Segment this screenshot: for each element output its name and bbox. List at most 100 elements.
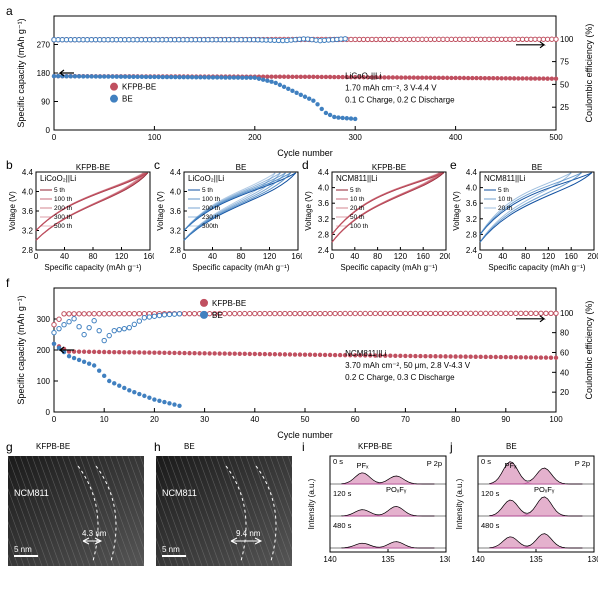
- svg-text:Specific capacity (mAh g⁻¹): Specific capacity (mAh g⁻¹): [16, 295, 26, 404]
- svg-text:300th: 300th: [202, 223, 219, 230]
- svg-text:4.0: 4.0: [466, 184, 478, 193]
- svg-text:4.4: 4.4: [22, 168, 34, 177]
- svg-text:3.6: 3.6: [318, 199, 330, 208]
- svg-text:5 th: 5 th: [54, 187, 65, 194]
- svg-text:160: 160: [565, 252, 579, 261]
- svg-text:Specific capacity (mAh g⁻¹): Specific capacity (mAh g⁻¹): [340, 263, 437, 272]
- svg-text:4.0: 4.0: [170, 188, 182, 197]
- svg-text:5 th: 5 th: [202, 187, 213, 194]
- svg-text:BE: BE: [122, 95, 133, 104]
- svg-text:1.70 mAh cm⁻², 3 V-4.4 V: 1.70 mAh cm⁻², 3 V-4.4 V: [345, 84, 437, 93]
- svg-text:200 th: 200 th: [202, 205, 220, 212]
- svg-text:90: 90: [41, 98, 50, 107]
- svg-text:Specific capacity (mAh g⁻¹): Specific capacity (mAh g⁻¹): [488, 263, 585, 272]
- svg-text:300 th: 300 th: [54, 214, 72, 221]
- svg-text:10 th: 10 th: [350, 196, 365, 203]
- svg-text:70: 70: [401, 415, 410, 424]
- panel-a-chart: 0100200300400500Cycle number090180270Spe…: [10, 10, 600, 158]
- svg-text:40: 40: [208, 252, 217, 261]
- svg-text:400: 400: [449, 133, 463, 142]
- svg-text:80: 80: [373, 252, 382, 261]
- svg-text:20 th: 20 th: [350, 205, 365, 212]
- svg-text:75: 75: [560, 58, 569, 67]
- svg-text:3.2: 3.2: [466, 215, 478, 224]
- svg-text:Intensity (a.u.): Intensity (a.u.): [455, 478, 464, 529]
- svg-text:120 s: 120 s: [333, 489, 352, 498]
- svg-text:0 s: 0 s: [481, 457, 491, 466]
- svg-text:300: 300: [349, 133, 363, 142]
- svg-text:20: 20: [150, 415, 159, 424]
- svg-text:2.8: 2.8: [318, 230, 330, 239]
- svg-text:Voltage (V): Voltage (V): [156, 191, 165, 231]
- svg-text:40: 40: [498, 252, 507, 261]
- svg-text:0: 0: [182, 252, 187, 261]
- svg-text:20: 20: [560, 388, 569, 397]
- svg-text:2.8: 2.8: [466, 230, 478, 239]
- svg-text:100: 100: [549, 415, 563, 424]
- svg-text:3.6: 3.6: [170, 207, 182, 216]
- svg-text:KFPB-BE: KFPB-BE: [212, 299, 246, 308]
- svg-text:3.2: 3.2: [22, 227, 34, 236]
- svg-text:270: 270: [37, 41, 51, 50]
- svg-text:25: 25: [560, 103, 569, 112]
- svg-text:200 th: 200 th: [54, 205, 72, 212]
- svg-text:130: 130: [439, 555, 450, 564]
- svg-text:80: 80: [521, 252, 530, 261]
- svg-text:40: 40: [560, 368, 569, 377]
- svg-text:0: 0: [52, 133, 57, 142]
- svg-text:4.3 nm: 4.3 nm: [82, 529, 107, 538]
- svg-text:BE: BE: [212, 311, 223, 320]
- svg-text:0 s: 0 s: [333, 457, 343, 466]
- svg-text:LiCoO₂||Li: LiCoO₂||Li: [345, 72, 381, 81]
- svg-text:80: 80: [237, 252, 246, 261]
- svg-text:200: 200: [439, 252, 450, 261]
- svg-text:LiCoO₂||Li: LiCoO₂||Li: [40, 174, 76, 183]
- svg-text:200: 200: [587, 252, 598, 261]
- svg-text:9.4 nm: 9.4 nm: [236, 529, 261, 538]
- svg-text:300: 300: [37, 315, 51, 324]
- svg-text:POₓFᵧ: POₓFᵧ: [386, 485, 407, 494]
- svg-text:5 th: 5 th: [350, 187, 361, 194]
- svg-text:4.4: 4.4: [466, 168, 478, 177]
- svg-text:NCM811||Li: NCM811||Li: [336, 174, 378, 183]
- svg-text:90: 90: [501, 415, 510, 424]
- svg-text:0: 0: [52, 415, 57, 424]
- svg-text:5 nm: 5 nm: [14, 545, 32, 554]
- svg-text:0: 0: [34, 252, 39, 261]
- multipanel-figure: a 0100200300400500Cycle number090180270S…: [0, 0, 604, 614]
- svg-text:NCM811||Li: NCM811||Li: [345, 349, 387, 358]
- svg-text:500 th: 500 th: [54, 223, 72, 230]
- svg-text:40: 40: [60, 252, 69, 261]
- svg-text:Specific capacity (mAh g⁻¹): Specific capacity (mAh g⁻¹): [16, 18, 26, 127]
- svg-text:160: 160: [291, 252, 302, 261]
- svg-text:0.2 C Charge, 0.3 C Discharge: 0.2 C Charge, 0.3 C Discharge: [345, 373, 455, 382]
- svg-text:10: 10: [100, 415, 109, 424]
- svg-text:60: 60: [351, 415, 360, 424]
- svg-text:140: 140: [323, 555, 337, 564]
- svg-text:50: 50: [301, 415, 310, 424]
- svg-text:230 th: 230 th: [202, 214, 220, 221]
- svg-text:80: 80: [451, 415, 460, 424]
- svg-text:135: 135: [381, 555, 395, 564]
- svg-text:100 th: 100 th: [202, 196, 220, 203]
- svg-text:PFₓ: PFₓ: [356, 461, 369, 470]
- svg-text:0: 0: [46, 408, 51, 417]
- svg-text:120: 120: [542, 252, 556, 261]
- panels-bcde-row: b040801201602.83.23.64.04.4Specific capa…: [6, 162, 600, 274]
- svg-text:KFPB-BE: KFPB-BE: [76, 163, 110, 172]
- svg-text:2.4: 2.4: [466, 246, 478, 255]
- svg-text:40: 40: [250, 415, 259, 424]
- svg-text:3.6: 3.6: [466, 199, 478, 208]
- svg-text:Voltage (V): Voltage (V): [304, 191, 313, 231]
- svg-text:POₓFᵧ: POₓFᵧ: [534, 485, 555, 494]
- svg-text:Cycle number: Cycle number: [277, 148, 333, 158]
- svg-text:180: 180: [37, 69, 51, 78]
- svg-text:60: 60: [560, 348, 569, 357]
- svg-text:500: 500: [549, 133, 563, 142]
- svg-text:80: 80: [560, 329, 569, 338]
- svg-text:100: 100: [560, 309, 574, 318]
- svg-text:Specific capacity (mAh g⁻¹): Specific capacity (mAh g⁻¹): [44, 263, 141, 272]
- svg-text:4.0: 4.0: [318, 184, 330, 193]
- svg-text:50: 50: [560, 80, 569, 89]
- svg-text:140: 140: [471, 555, 485, 564]
